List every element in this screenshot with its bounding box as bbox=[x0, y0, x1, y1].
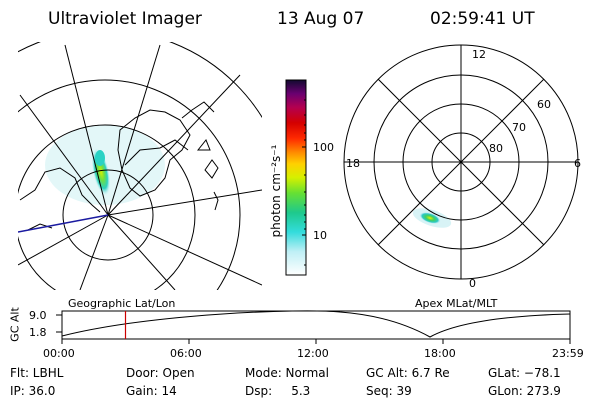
orbit-xtick: 18:00 bbox=[424, 347, 456, 360]
gc-alt-info: GC Alt: 6.7 Re bbox=[366, 366, 450, 380]
colorbar-tick-10: 10 bbox=[313, 229, 327, 242]
orbit-xtick: 00:00 bbox=[43, 347, 75, 360]
mlat-label-60: 60 bbox=[537, 98, 551, 111]
color-bar bbox=[285, 79, 307, 276]
colorbar-tick-100: 100 bbox=[313, 141, 334, 154]
apex-polar-plot bbox=[343, 44, 579, 280]
instrument-title: Ultraviolet Imager bbox=[48, 9, 202, 29]
mlat-label-70: 70 bbox=[512, 121, 526, 134]
date-label: 13 Aug 07 bbox=[277, 9, 365, 29]
aurora-oval bbox=[419, 212, 441, 224]
colorbar-unit-label: photon cm⁻²s⁻¹ bbox=[269, 144, 283, 238]
door-info: Door: Open bbox=[126, 366, 195, 380]
altitude-curve bbox=[61, 310, 571, 338]
mlt-label-right: 6 bbox=[574, 157, 581, 170]
orbit-plot bbox=[56, 310, 571, 344]
ip-info: IP: 36.0 bbox=[10, 384, 56, 398]
mlt-label-bottom: 0 bbox=[469, 277, 476, 290]
filter-info: Flt: LBHL bbox=[10, 366, 64, 380]
color-bar-ticks bbox=[302, 99, 306, 266]
orbit-ylabel: GC Alt bbox=[8, 307, 22, 342]
mode-info: Mode: Normal bbox=[245, 366, 329, 380]
mlat-label-80: 80 bbox=[489, 142, 503, 155]
orbit-xtick: 12:00 bbox=[297, 347, 329, 360]
glon-info: GLon: 273.9 bbox=[488, 384, 561, 398]
orbit-track bbox=[18, 214, 109, 233]
dsp-info: Dsp: 5.3 bbox=[245, 384, 311, 398]
geographic-map bbox=[18, 42, 262, 290]
aurora-spot bbox=[95, 150, 105, 166]
orbit-xtick: 23:59 bbox=[552, 347, 584, 360]
seq-info: Seq: 39 bbox=[366, 384, 412, 398]
time-label: 02:59:41 UT bbox=[430, 9, 535, 29]
glat-info: GLat: −78.1 bbox=[488, 366, 561, 380]
orbit-ytick-high: 9.0 bbox=[29, 309, 47, 322]
mlt-label-top: 12 bbox=[472, 48, 486, 61]
gain-info: Gain: 14 bbox=[126, 384, 177, 398]
left-map-caption: Geographic Lat/Lon bbox=[68, 297, 176, 310]
right-map-caption: Apex MLat/MLT bbox=[415, 297, 498, 310]
mlt-label-left: 18 bbox=[346, 157, 360, 170]
orbit-ytick-low: 1.8 bbox=[29, 326, 47, 339]
orbit-xtick: 06:00 bbox=[170, 347, 202, 360]
